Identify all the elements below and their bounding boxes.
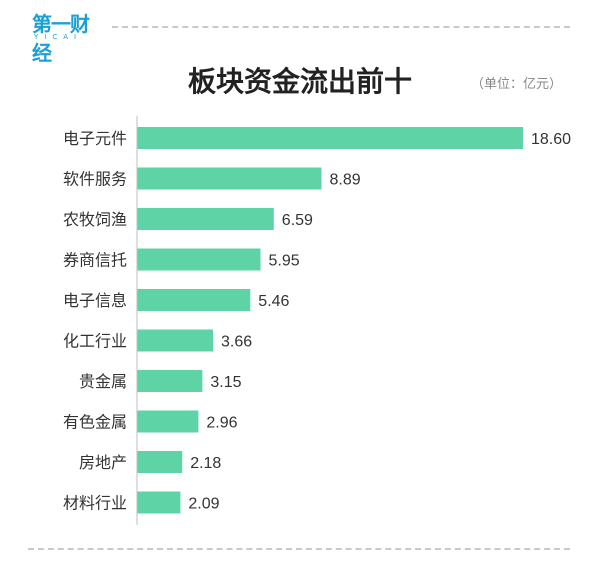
bar-8	[137, 451, 183, 473]
bar-1	[137, 167, 322, 190]
value-label-7: 2.96	[206, 415, 237, 432]
chart-title: 板块资金流出前十	[187, 65, 412, 98]
category-label-2: 农牧饲渔	[63, 210, 127, 229]
bottom-divider	[28, 548, 570, 550]
bar-7	[137, 410, 199, 433]
logo-text: 第一财经	[32, 12, 90, 65]
value-label-5: 3.66	[221, 334, 252, 351]
value-label-8: 2.18	[190, 455, 221, 472]
category-label-6: 贵金属	[79, 372, 127, 391]
bar-3	[137, 248, 261, 271]
category-label-0: 电子元件	[63, 129, 127, 148]
category-label-3: 券商信托	[63, 251, 127, 270]
value-label-1: 8.89	[330, 172, 361, 189]
top-divider	[112, 26, 570, 28]
bar-5	[137, 329, 213, 352]
value-label-9: 2.09	[188, 496, 219, 513]
category-label-5: 化工行业	[63, 332, 127, 351]
category-label-1: 软件服务	[63, 170, 127, 189]
logo-subtext: YICAI	[34, 33, 83, 41]
bar-4	[137, 289, 251, 311]
value-label-2: 6.59	[282, 212, 313, 229]
category-label-7: 有色金属	[63, 413, 127, 432]
value-label-4: 5.46	[258, 293, 289, 310]
category-label-4: 电子信息	[63, 291, 127, 310]
value-label-6: 3.15	[210, 374, 241, 391]
value-label-0: 18.60	[531, 131, 571, 148]
value-label-3: 5.95	[269, 253, 300, 270]
category-label-8: 房地产	[79, 453, 127, 472]
bar-2	[137, 208, 274, 230]
bar-0	[137, 127, 523, 149]
bar-6	[137, 370, 203, 392]
category-label-9: 材料行业	[63, 494, 127, 513]
bar-9	[137, 491, 181, 514]
unit-label: （单位：亿元）	[470, 77, 562, 92]
brand-logo: 第一财经 YICAI	[32, 8, 104, 65]
